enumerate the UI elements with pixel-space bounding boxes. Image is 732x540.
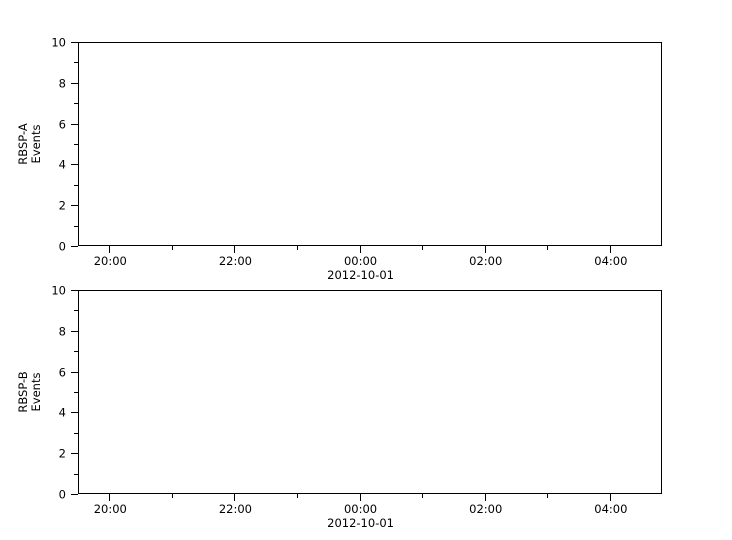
x-minor-tick-rbsp-a: [297, 246, 298, 250]
y-tick-label: 6: [58, 116, 66, 131]
x-major-tick-rbsp-a: 22:00: [219, 246, 252, 268]
y-tick-label: 8: [58, 324, 66, 339]
y-axis-label-line: RBSP-B: [16, 371, 31, 413]
y-axis-label-rbsp-b: RBSP-B Events: [16, 371, 43, 413]
x-tick-label: 04:00: [594, 502, 627, 516]
x-tick-time: 00:00: [343, 254, 378, 268]
y-tick-label: 10: [51, 283, 66, 298]
x-major-tick-rbsp-a: 20:00: [94, 246, 127, 268]
y-minor-tick-rbsp-b: [74, 310, 78, 312]
x-tick-label: 22:00: [219, 254, 252, 268]
y-major-tick-rbsp-a: 6: [59, 118, 78, 129]
y-minor-tick-rbsp-a: [74, 144, 78, 145]
y-minor-tick-rbsp-b: [74, 351, 78, 353]
y-minor-tick-rbsp-a: [74, 62, 78, 64]
y-tick-label: 4: [58, 405, 66, 420]
x-tick-time: 02:00: [469, 502, 503, 516]
x-tick-time: 00:00: [343, 502, 378, 516]
plot-panel-rbsp-b: 0 2 4 6 8 10 20:00 22:00 00:00 2012-10-01 02:00 04:…: [16, 285, 662, 530]
y-major-tick-rbsp-b: 2: [59, 448, 78, 459]
x-major-tick-rbsp-a: 00:00 2012-10-01: [327, 246, 394, 282]
y-major-tick-rbsp-a: 0: [59, 241, 78, 252]
x-minor-tick-rbsp-b: [422, 494, 424, 498]
y-major-tick-rbsp-a: 8: [59, 78, 78, 89]
x-minor-tick-rbsp-a: [547, 246, 549, 250]
y-major-tick-rbsp-b: 6: [59, 366, 78, 377]
x-major-tick-rbsp-b: 00:00 2012-10-01: [327, 494, 394, 530]
x-tick-time: 20:00: [93, 254, 127, 268]
x-major-tick-rbsp-a: 04:00: [594, 246, 627, 268]
x-minor-tick-rbsp-b: [297, 494, 298, 498]
y-axis-label-line: Events: [29, 124, 43, 164]
x-major-tick-rbsp-b: 22:00: [219, 494, 252, 516]
x-major-tick-rbsp-b: 04:00: [594, 494, 627, 516]
y-minor-tick-rbsp-a: [74, 225, 78, 227]
y-tick-label: 0: [58, 239, 66, 254]
y-tick-label: 2: [58, 198, 66, 213]
x-minor-tick-rbsp-a: [171, 246, 173, 250]
y-tick-label: 10: [51, 35, 66, 50]
y-axis-label-line: Events: [29, 372, 43, 412]
y-tick-label: 4: [58, 157, 66, 172]
y-tick-label: 8: [58, 76, 66, 91]
y-minor-tick-rbsp-a: [74, 184, 78, 186]
x-tick-time: 22:00: [218, 502, 252, 516]
plot-panel-rbsp-a: 0 2 4 6 8 10 20:00 22:00 00:00 2012-10-01 02:00 04:…: [16, 37, 662, 282]
y-major-tick-rbsp-b: 4: [59, 407, 78, 418]
y-major-tick-rbsp-b: 8: [59, 326, 78, 337]
x-tick-time: 02:00: [469, 254, 503, 268]
y-major-tick-rbsp-a: 2: [59, 200, 78, 211]
y-axis-label-line: RBSP-A: [16, 123, 31, 165]
x-major-tick-rbsp-b: 02:00: [469, 494, 502, 516]
plot-area-rbsp-b: [78, 290, 662, 494]
x-tick-label: 02:00: [469, 502, 502, 516]
y-minor-tick-rbsp-b: [74, 432, 78, 434]
x-major-tick-rbsp-b: 20:00: [94, 494, 127, 516]
y-major-tick-rbsp-b: 10: [51, 285, 78, 296]
y-axis-label-rbsp-a: RBSP-A Events: [16, 123, 43, 165]
x-tick-label: 20:00: [94, 502, 127, 516]
y-major-tick-rbsp-b: 0: [59, 489, 78, 500]
x-axis-date-label: 2012-10-01: [327, 268, 394, 283]
x-tick-time: 04:00: [594, 254, 628, 268]
y-tick-label: 2: [58, 446, 66, 461]
x-major-tick-rbsp-a: 02:00: [469, 246, 502, 268]
x-axis-date-label: 2012-10-01: [327, 516, 394, 531]
x-tick-label: 02:00: [469, 254, 502, 268]
x-tick-label: 20:00: [94, 254, 127, 268]
x-tick-label: 00:00 2012-10-01: [327, 502, 394, 531]
y-tick-label: 6: [58, 364, 66, 379]
y-minor-tick-rbsp-b: [74, 473, 78, 475]
x-minor-tick-rbsp-b: [171, 494, 173, 498]
x-minor-tick-rbsp-b: [547, 494, 549, 498]
x-minor-tick-rbsp-a: [422, 246, 424, 250]
x-tick-label: 22:00: [219, 502, 252, 516]
x-tick-time: 20:00: [93, 502, 127, 516]
x-tick-time: 04:00: [594, 502, 628, 516]
y-major-tick-rbsp-a: 4: [59, 159, 78, 170]
x-tick-time: 22:00: [218, 254, 252, 268]
y-major-tick-rbsp-a: 10: [51, 37, 78, 48]
x-tick-label: 00:00 2012-10-01: [327, 254, 394, 283]
x-tick-label: 04:00: [594, 254, 627, 268]
y-minor-tick-rbsp-b: [74, 392, 78, 393]
y-minor-tick-rbsp-a: [74, 103, 78, 105]
plot-area-rbsp-a: [78, 42, 662, 246]
y-tick-label: 0: [58, 487, 66, 502]
